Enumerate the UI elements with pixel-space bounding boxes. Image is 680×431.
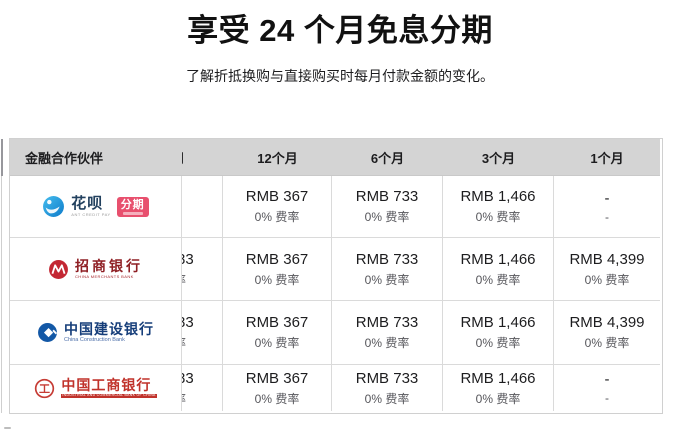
scrolled-table-edge-artifact [1, 139, 3, 176]
partner-cell-icbc: 工 中国工商银行 INDUSTRIAL AND COMMERCIAL BANK … [10, 365, 182, 411]
column-header-6m: 6个月 [332, 139, 443, 176]
column-header-12m: 12个月 [223, 139, 332, 176]
clipped-24m-cell: 83 率 [182, 301, 223, 365]
installment-cell: RMB 4,399 0% 费率 [554, 301, 660, 365]
installment-cell: RMB 1,466 0% 费率 [443, 301, 554, 365]
clipped-24m-cell: 83 率 [182, 238, 223, 301]
partner-name: 花呗 [71, 195, 104, 213]
page-title: 享受 24 个月免息分期 [187, 13, 493, 48]
installment-cell: RMB 733 0% 费率 [332, 238, 443, 301]
installment-cell: - - [554, 176, 660, 238]
clipped-24m-cell [182, 176, 223, 238]
huabei-logo-icon [43, 196, 65, 217]
partner-subtitle: INDUSTRIAL AND COMMERCIAL BANK OF CHINA [61, 393, 157, 399]
column-header-1m: 1个月 [554, 139, 660, 176]
partner-subtitle: ANT CREDIT PAY [71, 211, 111, 217]
column-header-24m-clipped: 月 [182, 139, 223, 176]
installment-cell: RMB 367 0% 费率 [223, 365, 332, 411]
cmb-logo-icon [49, 259, 68, 279]
svg-text:工: 工 [39, 382, 50, 395]
installment-cell: RMB 733 0% 费率 [332, 301, 443, 365]
installment-cell: RMB 733 0% 费率 [332, 176, 443, 238]
huabei-fenqi-badge: 分期 [116, 196, 149, 217]
scrollbar-fragment[interactable] [4, 427, 11, 429]
partner-subtitle: CHINA MERCHANTS BANK [75, 274, 134, 279]
installment-cell: RMB 367 0% 费率 [223, 301, 332, 365]
column-header-3m: 3个月 [443, 139, 554, 176]
icbc-logo-icon: 工 [35, 378, 55, 398]
scrolled-table-edge-artifact [1, 176, 2, 413]
partner-name: 中国建设银行 [64, 320, 154, 337]
partner-name: 中国工商银行 [61, 376, 152, 393]
ccb-logo-icon [38, 323, 58, 342]
hero-section: 享受 24 个月免息分期 了解折抵换购与直接购买时每月付款金额的变化。 [0, 0, 680, 85]
partner-cell-ccb: 中国建设银行 China Construction Bank [10, 301, 182, 365]
page-subtitle: 了解折抵换购与直接购买时每月付款金额的变化。 [186, 68, 494, 84]
installment-cell: RMB 1,466 0% 费率 [443, 238, 554, 301]
partner-cell-cmb: 招商银行 CHINA MERCHANTS BANK [10, 238, 182, 301]
installment-cell: RMB 733 0% 费率 [332, 365, 443, 411]
column-header-partner: 金融合作伙伴 [10, 139, 182, 176]
installment-comparison-table[interactable]: 金融合作伙伴 月 12个月 6个月 3个月 1个月 [9, 138, 663, 414]
installment-cell: RMB 1,466 0% 费率 [443, 365, 554, 411]
badge-fineprint-strip [122, 211, 143, 215]
partner-cell-huabei: 花呗 ANT CREDIT PAY 分期 [10, 176, 182, 238]
clipped-24m-cell: 83 率 [182, 365, 223, 411]
partner-subtitle: China Construction Bank [64, 336, 125, 343]
installment-cell: RMB 4,399 0% 费率 [554, 238, 660, 301]
installment-cell: RMB 367 0% 费率 [223, 176, 332, 238]
partner-name: 招商银行 [75, 257, 143, 274]
installment-cell: RMB 367 0% 费率 [223, 238, 332, 301]
installment-cell: RMB 1,466 0% 费率 [443, 176, 554, 238]
installment-cell: - - [604, 371, 610, 405]
